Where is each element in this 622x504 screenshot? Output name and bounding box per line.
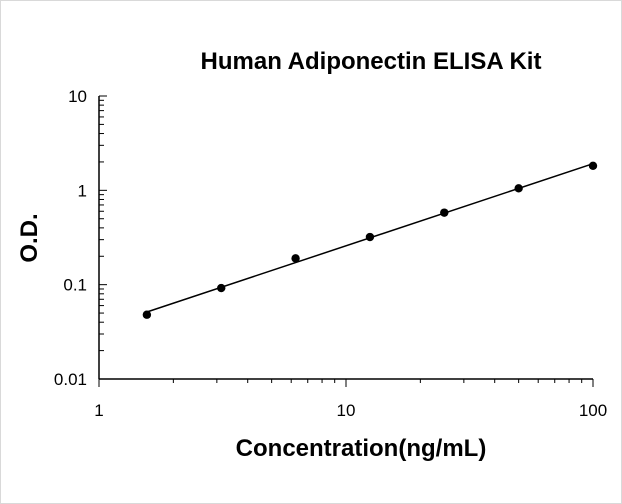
y-axis-title: O.D. [16,213,43,262]
data-point [291,254,300,263]
chart-title: Human Adiponectin ELISA Kit [201,48,542,75]
data-point [588,161,598,170]
data-point [440,208,449,217]
x-tick-label: 100 [579,401,607,420]
y-tick-label: 0.01 [54,370,87,389]
x-tick-label: 10 [337,401,356,420]
data-point [142,310,152,319]
data-point [514,184,523,193]
y-tick-label: 1 [78,181,87,200]
y-tick-label: 10 [68,87,87,106]
axes-group: 1 10 100 10 1 0.1 0.01 [54,87,607,420]
x-tick-label: 1 [94,401,103,420]
y-tick-label: 0.1 [63,276,87,295]
data-points-group [142,161,598,319]
x-axis-title: Concentration(ng/mL) [236,435,487,462]
data-point [217,283,226,293]
data-point [365,232,375,242]
